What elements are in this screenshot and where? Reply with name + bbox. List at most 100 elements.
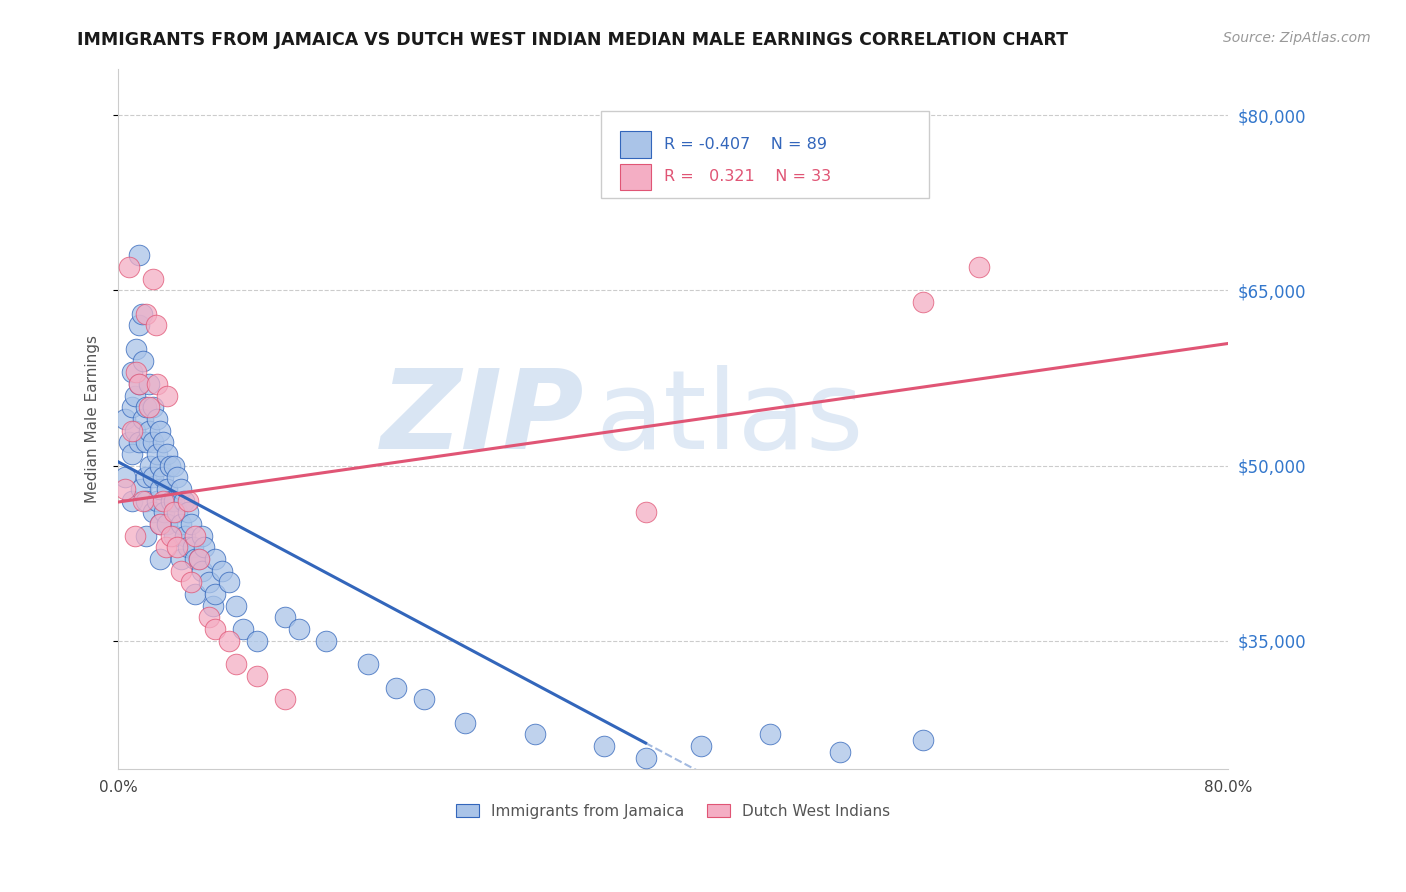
Point (170, 482, 193, 496)
Point (412, 692, 434, 706)
Point (138, 424, 160, 438)
Point (177, 541, 200, 555)
Point (121, 365, 143, 379)
Point (204, 587, 226, 601)
Point (149, 482, 172, 496)
Point (204, 622, 226, 636)
Point (142, 272, 165, 286)
Point (183, 552, 205, 566)
Point (174, 529, 197, 543)
Point (190, 564, 212, 578)
Legend: Immigrants from Jamaica, Dutch West Indians: Immigrants from Jamaica, Dutch West Indi… (450, 797, 897, 825)
Point (156, 447, 179, 461)
Point (912, 733, 935, 747)
Point (759, 727, 782, 741)
Point (170, 552, 193, 566)
Point (190, 529, 212, 543)
Point (142, 470, 165, 484)
Point (149, 516, 172, 531)
Point (132, 493, 155, 508)
Point (118, 435, 141, 450)
Text: IMMIGRANTS FROM JAMAICA VS DUTCH WEST INDIAN MEDIAN MALE EARNINGS CORRELATION CH: IMMIGRANTS FROM JAMAICA VS DUTCH WEST IN… (77, 31, 1069, 49)
Point (135, 307, 157, 321)
Point (139, 458, 162, 473)
Point (121, 401, 143, 415)
Point (690, 739, 713, 753)
Point (454, 715, 477, 730)
Point (163, 493, 186, 508)
Point (153, 505, 176, 519)
Point (287, 622, 309, 636)
Point (163, 529, 186, 543)
Point (385, 681, 408, 695)
Point (135, 529, 157, 543)
Point (129, 482, 152, 496)
Point (828, 745, 851, 759)
Point (225, 657, 247, 672)
Point (163, 458, 186, 473)
Point (146, 376, 169, 391)
Point (315, 633, 337, 648)
Point (128, 435, 150, 450)
Text: atlas: atlas (596, 366, 865, 473)
Point (177, 493, 200, 508)
Point (142, 401, 165, 415)
Point (155, 541, 177, 555)
Point (357, 657, 380, 672)
Point (634, 750, 657, 764)
Point (218, 633, 240, 648)
Point (912, 295, 935, 310)
Point (132, 353, 155, 368)
Point (128, 376, 150, 391)
Point (193, 541, 215, 555)
Point (593, 739, 616, 753)
Point (121, 493, 143, 508)
Point (138, 401, 160, 415)
Point (159, 458, 181, 473)
Point (160, 493, 183, 508)
Text: R = -0.407    N = 89: R = -0.407 N = 89 (665, 137, 828, 153)
Point (128, 248, 150, 262)
Point (145, 318, 167, 333)
Point (121, 424, 143, 438)
Point (114, 482, 136, 496)
Point (166, 505, 188, 519)
Point (156, 388, 179, 402)
Point (146, 447, 169, 461)
Text: R =   0.321    N = 33: R = 0.321 N = 33 (665, 169, 831, 185)
Point (114, 470, 136, 484)
Point (274, 610, 297, 624)
Point (135, 435, 157, 450)
Point (166, 541, 188, 555)
Point (197, 610, 219, 624)
Point (146, 493, 169, 508)
Point (170, 564, 193, 578)
Point (114, 412, 136, 426)
Point (246, 669, 269, 683)
Point (149, 552, 172, 566)
Point (149, 458, 172, 473)
Point (187, 552, 209, 566)
Point (142, 435, 165, 450)
Point (124, 424, 146, 438)
Point (128, 318, 150, 333)
Point (634, 505, 657, 519)
Point (121, 447, 143, 461)
Point (170, 516, 193, 531)
Point (246, 633, 269, 648)
Point (183, 587, 205, 601)
Point (149, 516, 172, 531)
Point (179, 575, 201, 590)
Text: ZIP: ZIP (381, 366, 585, 473)
Point (152, 470, 174, 484)
Point (132, 412, 155, 426)
Point (166, 470, 188, 484)
Point (118, 260, 141, 274)
FancyBboxPatch shape (620, 131, 651, 158)
Point (173, 493, 195, 508)
Point (163, 505, 186, 519)
Point (125, 342, 148, 356)
Point (156, 516, 179, 531)
Point (181, 541, 204, 555)
Point (274, 692, 297, 706)
